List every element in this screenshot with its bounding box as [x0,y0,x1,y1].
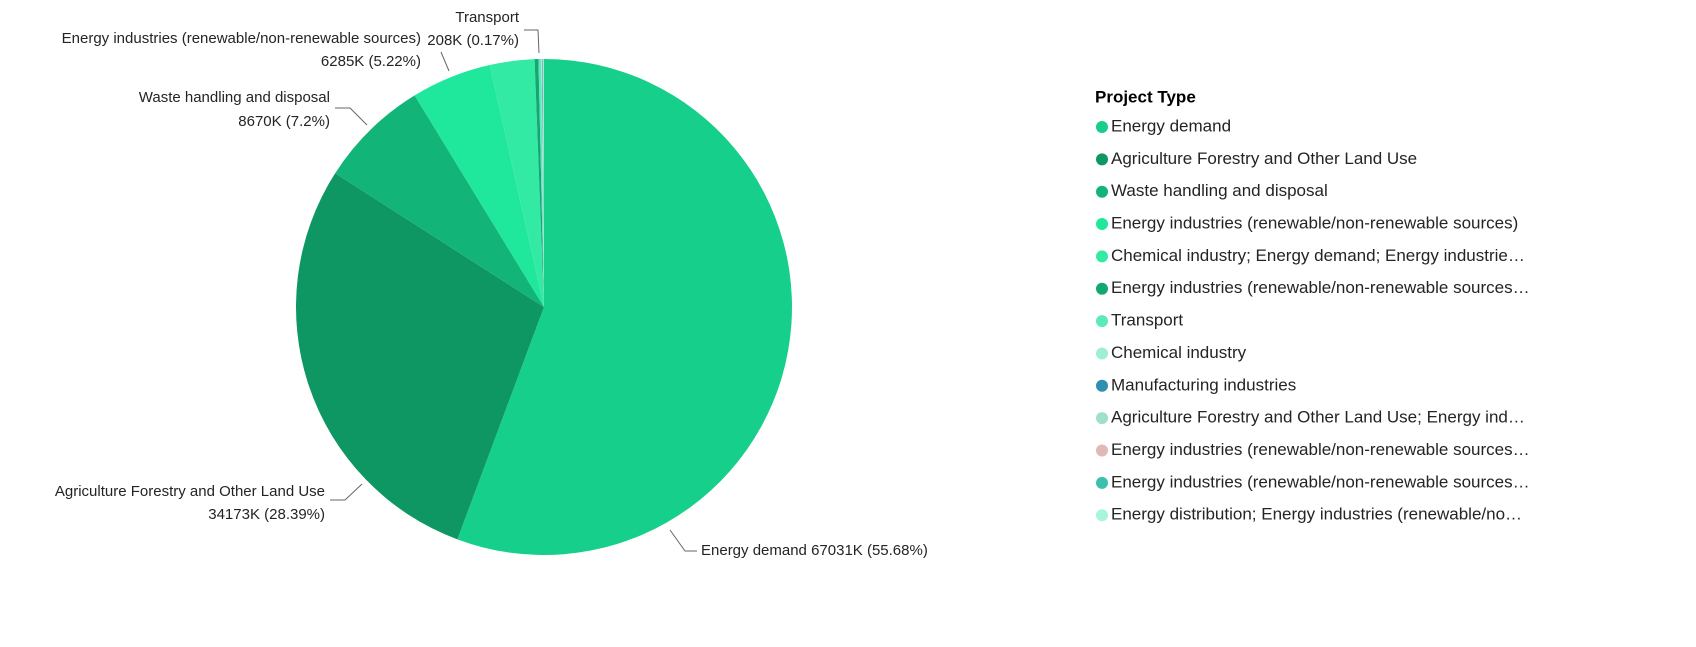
data-label-value: 6285K (5.22%) [321,53,421,70]
data-label-value: 8670K (7.2%) [238,113,330,130]
pie-slice [335,95,544,307]
legend-text: Chemical industry [1111,343,1247,362]
pie-slice [295,173,544,540]
pie-slice [414,65,544,307]
leader-line [440,51,450,72]
legend-marker [1096,282,1108,295]
data-label: Energy demand 67031K (55.68%) [701,542,928,559]
data-label-category: Energy demand [701,542,807,559]
pie-slice [541,59,544,307]
legend-text: Transport [1111,311,1183,330]
legend-text: Energy industries (renewable/non-renewab… [1111,278,1530,297]
data-label-value: 67031K (55.68%) [811,542,928,559]
pie-slice [542,59,544,308]
legend-marker [1096,250,1108,263]
data-label-category: Energy industries (renewable/non-renewab… [62,30,421,47]
pie-slice [457,59,793,555]
legend-marker [1096,509,1108,522]
legend-text: Energy demand [1111,116,1231,135]
pie-slice [489,59,544,308]
data-label-category: Agriculture Forestry and Other Land Use [55,483,325,500]
legend-text: Energy industries (renewable/non-renewab… [1111,472,1530,491]
data-label-category: Waste handling and disposal [139,89,330,106]
data-label-category: Transport [455,9,519,26]
legend-marker [1096,412,1108,425]
legend-title: Project Type [1095,87,1196,106]
legend-text: Agriculture Forestry and Other Land Use;… [1111,408,1525,427]
pie-slice [543,59,544,307]
legend-marker [1096,315,1108,328]
legend-text: Manufacturing industries [1111,375,1296,394]
leader-line [669,529,697,552]
pie-slice [542,59,544,308]
pie-slice [538,59,544,307]
legend-text: Agriculture Forestry and Other Land Use [1111,149,1417,168]
legend-marker [1096,218,1108,231]
legend-marker [1096,476,1108,489]
leader-line [524,29,540,54]
legend-marker [1096,153,1108,166]
legend-text: Chemical industry; Energy demand; Energy… [1111,246,1525,265]
legend-text: Energy industries (renewable/non-renewab… [1111,214,1518,233]
legend-marker [1096,347,1108,360]
legend-marker [1096,379,1108,392]
leader-line [335,107,368,126]
legend-marker [1096,185,1108,198]
legend-marker [1096,444,1108,457]
data-label-value: 208K (0.17%) [427,32,519,49]
pie-slice [534,59,544,307]
legend-marker [1096,121,1108,133]
data-label-value: 34173K (28.39%) [208,506,325,523]
leader-line [330,483,363,501]
legend-text: Energy distribution; Energy industries (… [1111,505,1522,524]
legend-text: Energy industries (renewable/non-renewab… [1111,440,1530,459]
legend-text: Waste handling and disposal [1111,181,1328,200]
